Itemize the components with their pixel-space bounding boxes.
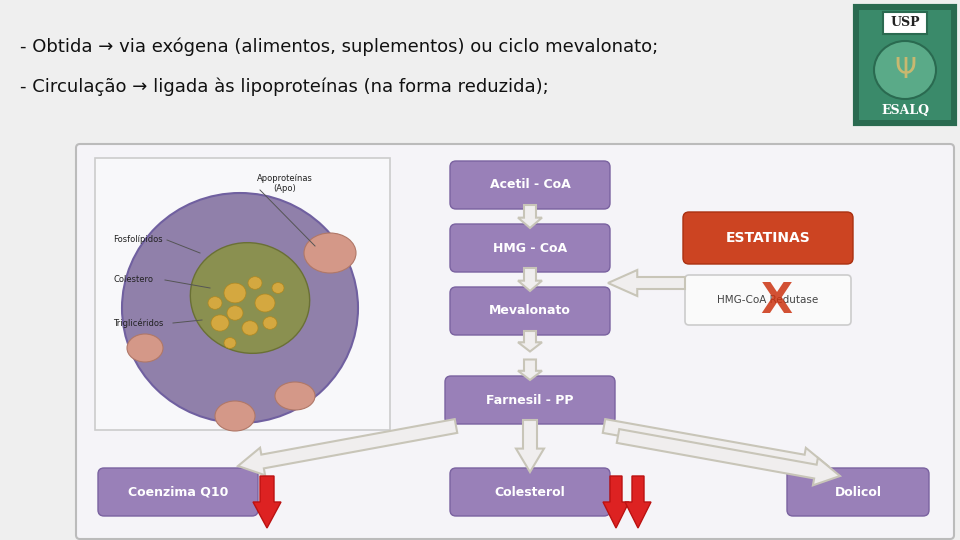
FancyBboxPatch shape: [450, 224, 610, 272]
Polygon shape: [625, 476, 651, 528]
Text: HMG - CoA: HMG - CoA: [492, 241, 567, 254]
Ellipse shape: [263, 316, 277, 329]
FancyBboxPatch shape: [685, 275, 851, 325]
Text: ESALQ: ESALQ: [881, 104, 929, 117]
Ellipse shape: [242, 321, 258, 335]
FancyBboxPatch shape: [445, 376, 615, 424]
Ellipse shape: [122, 193, 358, 423]
FancyBboxPatch shape: [450, 287, 610, 335]
Text: Mevalonato: Mevalonato: [489, 305, 571, 318]
Ellipse shape: [275, 382, 315, 410]
Text: - Circulação → ligada às lipoproteínas (na forma reduzida);: - Circulação → ligada às lipoproteínas (…: [20, 78, 549, 97]
Ellipse shape: [224, 283, 246, 303]
FancyBboxPatch shape: [855, 6, 955, 124]
Ellipse shape: [224, 338, 236, 348]
FancyBboxPatch shape: [683, 212, 853, 264]
Text: ESTATINAS: ESTATINAS: [726, 231, 810, 245]
FancyBboxPatch shape: [95, 158, 390, 430]
Polygon shape: [616, 429, 840, 485]
Text: Farnesil - PP: Farnesil - PP: [487, 394, 574, 407]
FancyBboxPatch shape: [98, 468, 258, 516]
FancyBboxPatch shape: [450, 161, 610, 209]
Ellipse shape: [215, 401, 255, 431]
Polygon shape: [608, 270, 685, 296]
Ellipse shape: [255, 294, 275, 312]
Ellipse shape: [190, 242, 310, 353]
Polygon shape: [518, 360, 542, 380]
FancyBboxPatch shape: [883, 12, 927, 34]
Polygon shape: [253, 476, 281, 528]
Ellipse shape: [874, 41, 936, 99]
Text: - Obtida → via exógena (alimentos, suplementos) ou ciclo mevalonato;: - Obtida → via exógena (alimentos, suple…: [20, 38, 659, 57]
Text: Fosfolípidos: Fosfolípidos: [113, 235, 162, 245]
Ellipse shape: [304, 233, 356, 273]
Text: Colesterol: Colesterol: [494, 485, 565, 498]
FancyBboxPatch shape: [76, 144, 954, 539]
Text: Ψ: Ψ: [894, 56, 916, 84]
Ellipse shape: [127, 334, 163, 362]
Text: Acetil - CoA: Acetil - CoA: [490, 179, 570, 192]
Polygon shape: [516, 420, 544, 472]
Text: Apoproteínas
(Apo): Apoproteínas (Apo): [257, 174, 313, 193]
Text: Coenzima Q10: Coenzima Q10: [128, 485, 228, 498]
Polygon shape: [518, 331, 542, 352]
Polygon shape: [238, 419, 457, 475]
Polygon shape: [518, 268, 542, 291]
Polygon shape: [518, 205, 542, 228]
FancyBboxPatch shape: [450, 468, 610, 516]
Ellipse shape: [208, 296, 222, 309]
FancyBboxPatch shape: [787, 468, 929, 516]
Text: Dolicol: Dolicol: [834, 485, 881, 498]
Text: USP: USP: [890, 17, 920, 30]
Text: HMG-CoA Redutase: HMG-CoA Redutase: [717, 295, 819, 305]
Text: Triglicéridos: Triglicéridos: [113, 318, 163, 328]
Text: Colestero: Colestero: [113, 275, 153, 285]
Polygon shape: [603, 476, 629, 528]
Text: X: X: [760, 280, 792, 322]
Polygon shape: [603, 419, 828, 475]
Ellipse shape: [272, 282, 284, 293]
Ellipse shape: [211, 315, 229, 331]
Ellipse shape: [248, 276, 262, 289]
Ellipse shape: [227, 306, 243, 320]
FancyBboxPatch shape: [859, 10, 951, 120]
